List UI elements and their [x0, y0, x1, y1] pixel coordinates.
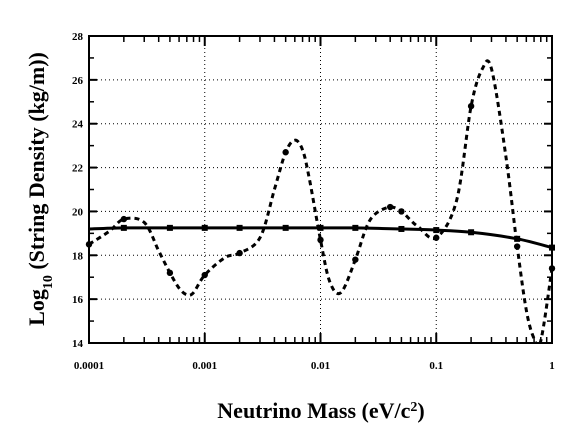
series-2-marker — [513, 243, 521, 250]
x-tick-label: 0.01 — [311, 360, 330, 372]
y-axis-label: Log10 (String Density (kg/m)) — [24, 52, 56, 326]
x-tick-label: 0.001 — [192, 360, 217, 372]
series-2-marker — [166, 269, 174, 277]
series-2-marker — [467, 102, 475, 110]
tick-layer: 14 16 18 20 22 24 26 28 0.0001 0.001 0.01 0.1 1 — [72, 31, 555, 372]
series-2-marker — [352, 256, 359, 263]
series-layer — [85, 59, 556, 343]
series-1-marker — [282, 224, 289, 231]
series-2-marker — [317, 236, 324, 244]
grid — [89, 36, 552, 343]
x-tick-label: 0.0001 — [74, 360, 104, 372]
series-1-marker — [468, 229, 475, 236]
series-1-marker — [352, 224, 359, 231]
y-tick-label: 16 — [72, 294, 84, 306]
y-tick-label: 18 — [72, 250, 84, 262]
x-tick-label: 0.1 — [429, 360, 443, 372]
series-2-marker — [282, 149, 289, 156]
x-axis-label: Neutrino Mass (eV/c2) — [217, 398, 424, 423]
series-1-marker — [236, 224, 243, 231]
y-tick-label: 22 — [72, 163, 84, 175]
series-2-marker — [386, 203, 394, 211]
series-2-marker — [398, 208, 405, 215]
series-2-line — [89, 59, 552, 343]
y-tick-label: 20 — [72, 206, 84, 218]
series-1-marker — [433, 227, 440, 234]
y-tick-label: 28 — [72, 31, 84, 43]
series-2-marker — [120, 215, 128, 223]
y-tick-label: 24 — [72, 119, 84, 131]
series-2-marker — [433, 234, 440, 241]
series-2-marker — [236, 249, 243, 257]
series-1-marker — [398, 225, 405, 232]
y-tick-label: 14 — [72, 338, 84, 350]
series-2-marker — [201, 271, 208, 279]
series-1-marker — [120, 224, 127, 231]
series-1-marker — [201, 224, 208, 231]
series-1-marker — [166, 224, 173, 231]
series-1-marker — [317, 224, 324, 231]
x-tick-label: 1 — [549, 360, 555, 372]
y-tick-label: 26 — [72, 75, 84, 87]
